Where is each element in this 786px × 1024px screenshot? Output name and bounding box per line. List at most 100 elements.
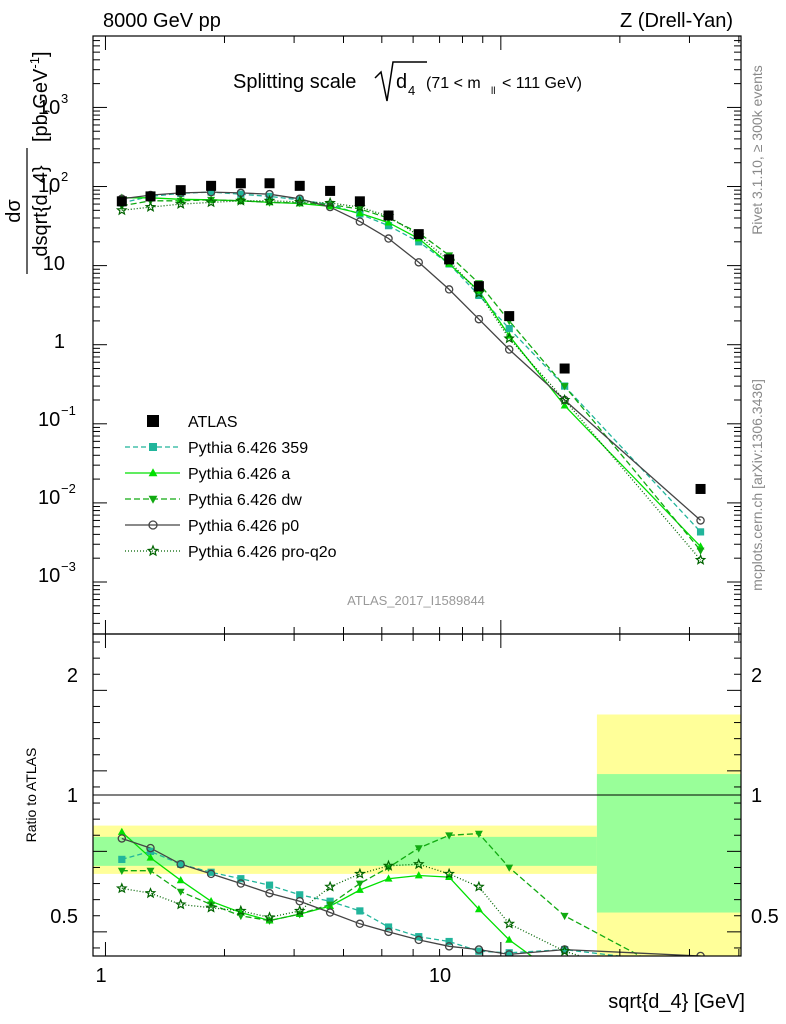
ratio-point-pythia-6-426-p0-10 [414, 935, 423, 945]
plot-title-symbol: d [396, 71, 407, 93]
ratio-line-pythia-6-426-a [121, 831, 533, 956]
legend-entry-pythia-6-426-dw: Pythia 6.426 dw [125, 492, 302, 509]
ratio-point-pythia-6-426-p0-2 [176, 859, 185, 869]
point-pythia-6-426-pro-q2o-6 [294, 195, 306, 207]
legend-entry-pythia-6-426-p0: Pythia 6.426 p0 [125, 518, 299, 535]
point-pythia-6-426-dw-2 [176, 197, 185, 206]
point-pythia-6-426-359-15 [696, 528, 705, 536]
ratio-point-pythia-6-426-359-0 [118, 855, 126, 863]
svg-text:−1: −1 [61, 403, 76, 418]
atlas-point-10 [413, 229, 424, 240]
ratio-point-pythia-6-426-a-2 [176, 876, 185, 884]
point-pythia-6-426-pro-q2o-3 [205, 196, 217, 208]
svg-text:10: 10 [38, 565, 60, 587]
ratio-point-pythia-6-426-dw-3 [207, 901, 216, 909]
legend-marker-pythia-6-426-pro-q2o [146, 544, 160, 557]
ratio-point-pythia-6-426-359-13 [505, 949, 513, 956]
ratio-tick-label-0.5: 0.5 [50, 906, 78, 928]
point-pythia-6-426-dw-3 [207, 196, 216, 205]
y-label-denominator: dsqrt{d_4} [30, 165, 52, 257]
legend-label-pythia-6-426-dw: Pythia 6.426 dw [188, 492, 302, 509]
ratio-uncertainty-bands [93, 714, 741, 956]
point-pythia-6-426-pro-q2o-2 [174, 198, 187, 210]
ratio-line-pythia-6-426-dw [121, 832, 642, 956]
point-pythia-6-426-pro-q2o-7 [324, 196, 336, 208]
ratio-point-pythia-6-426-pro-q2o-9 [382, 859, 395, 871]
ratio-point-pythia-6-426-pro-q2o-12 [473, 880, 485, 892]
ratio-point-pythia-6-426-dw-12 [474, 830, 483, 838]
legend-marker-pythia-6-426-p0 [148, 520, 158, 530]
ratio-point-pythia-6-426-pro-q2o-2 [174, 898, 187, 910]
point-pythia-6-426-p0-6 [295, 194, 304, 204]
ratio-point-pythia-6-426-p0-7 [325, 908, 335, 917]
svg-text:3: 3 [61, 91, 68, 106]
plot-title: Splitting scale d 4 (71 < m ll < 111 GeV… [233, 61, 582, 102]
atlas-point-8 [354, 196, 365, 207]
axis-ticks [93, 35, 741, 956]
ratio-point-pythia-6-426-dw-7 [326, 901, 335, 909]
legend-marker-pythia-6-426-a [148, 468, 158, 477]
atlas-point-2 [175, 185, 186, 196]
main-series-lines [121, 191, 702, 561]
svg-text:10: 10 [43, 253, 65, 275]
point-pythia-6-426-a-14 [560, 401, 569, 409]
point-pythia-6-426-p0-8 [355, 217, 365, 226]
ratio-point-pythia-6-426-p0-5 [265, 888, 274, 898]
point-pythia-6-426-pro-q2o-0 [115, 204, 128, 216]
ratio-tick-label-2-right: 2 [751, 665, 762, 687]
legend-label-pythia-6-426-pro-q2o: Pythia 6.426 pro-q2o [188, 544, 337, 561]
ratio-tick-label-0.5-right: 0.5 [751, 906, 779, 928]
legend-label-pythia-6-426-359: Pythia 6.426 359 [188, 440, 308, 457]
ratio-point-pythia-6-426-p0-1 [146, 843, 155, 853]
point-pythia-6-426-359-10 [415, 238, 423, 246]
ratio-point-pythia-6-426-a-12 [474, 904, 483, 913]
ratio-point-pythia-6-426-p0-6 [295, 897, 304, 906]
ratio-point-pythia-6-426-dw-1 [146, 867, 155, 875]
legend-label-atlas: ATLAS [188, 414, 238, 431]
svg-text:10: 10 [38, 487, 60, 509]
legend-entry-pythia-6-426-pro-q2o: Pythia 6.426 pro-q2o [125, 544, 337, 561]
ratio-point-pythia-6-426-359-4 [237, 875, 245, 883]
atlas-point-4 [235, 178, 246, 189]
legend-marker-pythia-6-426-dw [148, 495, 158, 504]
point-pythia-6-426-pro-q2o-14 [558, 393, 571, 405]
point-pythia-6-426-dw-15 [696, 547, 705, 555]
ratio-point-pythia-6-426-p0-3 [206, 869, 216, 879]
ratio-point-pythia-6-426-pro-q2o-7 [324, 880, 336, 892]
ratio-series-lines [121, 831, 701, 956]
ratio-point-pythia-6-426-pro-q2o-14 [558, 945, 571, 956]
point-pythia-6-426-359-4 [237, 190, 245, 198]
svg-text:10: 10 [38, 409, 60, 431]
ratio-point-pythia-6-426-359-11 [445, 937, 453, 946]
legend: ATLAS Pythia 6.426 359 Pythia 6.426 a Pythi… [125, 414, 337, 561]
ratio-point-pythia-6-426-359-15 [697, 962, 704, 969]
point-pythia-6-426-pro-q2o-4 [235, 194, 247, 206]
y-tick-label-1e-1: 10 −1 [38, 403, 76, 431]
atlas-point-0 [116, 196, 127, 207]
point-pythia-6-426-pro-q2o-13 [503, 332, 515, 344]
point-pythia-6-426-p0-11 [444, 285, 454, 294]
ratio-point-pythia-6-426-dw-13 [505, 864, 514, 872]
ratio-point-pythia-6-426-pro-q2o-4 [235, 904, 247, 916]
y-tick-label-1: 1 [54, 331, 65, 353]
ratio-point-pythia-6-426-359-2 [177, 860, 185, 868]
y-tick-label-1e-3: 10 −3 [38, 559, 76, 587]
ratio-line-pythia-6-426-p0 [121, 837, 701, 956]
ratio-point-pythia-6-426-pro-q2o-6 [294, 904, 306, 916]
ratio-point-pythia-6-426-359-12 [475, 947, 483, 955]
ratio-band-inner-0 [93, 836, 597, 866]
legend-entry-pythia-6-426-359: Pythia 6.426 359 [125, 440, 308, 457]
x-tick-label-1: 1 [95, 965, 106, 987]
ratio-point-pythia-6-426-p0-13 [504, 950, 514, 956]
legend-label-pythia-6-426-p0: Pythia 6.426 p0 [188, 518, 299, 535]
atlas-point-12 [473, 281, 484, 292]
point-pythia-6-426-p0-10 [414, 258, 423, 267]
x-axis-label: sqrt{d_4} [GeV] [608, 991, 745, 1013]
ratio-point-pythia-6-426-p0-15 [696, 951, 705, 956]
ratio-series-markers [115, 827, 705, 969]
analysis-watermark: ATLAS_2017_I1589844 [347, 593, 485, 608]
legend-marker-pythia-6-426-359 [149, 443, 157, 451]
ratio-point-pythia-6-426-pro-q2o-10 [412, 858, 425, 870]
ratio-tick-label-1-right: 1 [751, 785, 762, 807]
